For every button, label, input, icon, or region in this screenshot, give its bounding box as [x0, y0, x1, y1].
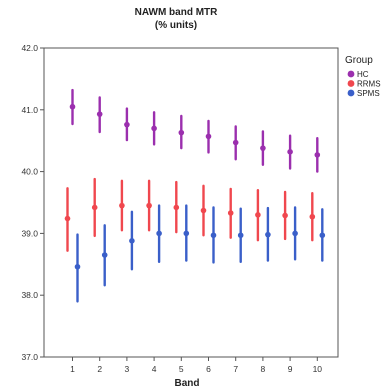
mean-point — [129, 238, 135, 244]
mean-point — [314, 152, 321, 158]
legend-label-spms: SPMS — [357, 89, 380, 98]
mean-point — [124, 121, 130, 128]
mean-point — [156, 230, 162, 237]
plot-frame — [43, 47, 339, 358]
series-rrms — [64, 177, 316, 252]
y-tick-label: 39.0 — [21, 228, 38, 238]
chart-title: NAWM band MTR — [135, 7, 219, 18]
x-axis-label: Band — [175, 378, 200, 389]
x-tick-label: 7 — [233, 364, 238, 374]
x-tick-label: 3 — [125, 364, 130, 374]
mean-point — [292, 230, 298, 237]
mean-point — [210, 232, 217, 239]
mean-point — [151, 125, 157, 132]
mean-point — [227, 210, 234, 216]
mean-point — [101, 252, 108, 258]
x-tick-label: 8 — [261, 364, 266, 374]
legend-label-rrms: RRMS — [357, 80, 381, 89]
series-spms — [74, 204, 326, 303]
x-tick-label: 6 — [206, 364, 211, 374]
legend-marker-rrms — [347, 80, 355, 87]
x-tick-label: 10 — [313, 364, 323, 374]
y-tick-label: 41.0 — [21, 105, 38, 115]
x-tick-label: 2 — [97, 364, 102, 374]
mean-point — [183, 230, 190, 237]
legend-label-hc: HC — [357, 70, 369, 79]
y-tick-label: 37.0 — [21, 352, 38, 362]
mean-point — [319, 232, 326, 239]
x-tick-label: 1 — [70, 364, 75, 374]
x-tick-label: 5 — [179, 364, 184, 374]
legend-title: Group — [345, 55, 373, 66]
mean-point — [69, 103, 76, 110]
legend-marker-hc — [347, 70, 355, 78]
mean-point — [119, 202, 125, 209]
series-hc — [69, 88, 321, 173]
mean-point — [232, 139, 239, 146]
mean-point — [173, 204, 180, 211]
y-tick-label: 40.0 — [21, 167, 38, 177]
mean-point — [96, 111, 103, 117]
mean-point — [282, 212, 288, 219]
mean-point — [74, 263, 81, 270]
mean-point — [260, 145, 266, 151]
legend-marker-spms — [347, 89, 355, 97]
chart-subtitle: (% units) — [155, 20, 197, 31]
mean-point — [205, 133, 212, 140]
y-tick-label: 42.0 — [21, 43, 38, 53]
mean-point — [178, 129, 185, 136]
mean-point — [64, 215, 71, 222]
x-tick-label: 9 — [288, 364, 293, 374]
mean-point — [91, 204, 98, 211]
mean-point — [200, 207, 207, 214]
y-tick-label: 38.0 — [21, 290, 38, 300]
x-tick-label: 4 — [152, 364, 157, 374]
plot-area: 37.0 38.0 39.0 40.0 41.0 42.0 1 2 3 4 5 6 7 8 9 10 — [21, 43, 339, 374]
mean-point — [309, 213, 316, 220]
mean-point — [146, 202, 152, 209]
mean-point — [237, 232, 244, 239]
mean-point — [255, 212, 261, 218]
mean-point — [287, 149, 293, 155]
mean-point — [265, 231, 271, 238]
